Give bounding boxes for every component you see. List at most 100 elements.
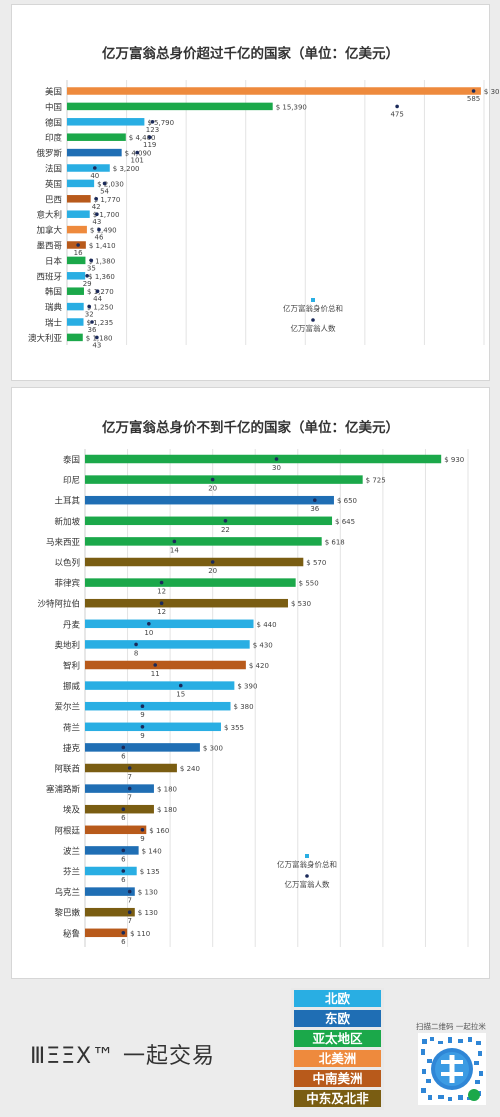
qr-code-icon[interactable] (418, 1033, 486, 1105)
value-label: $ 645 (335, 518, 355, 526)
value-bar (67, 118, 145, 126)
count-marker (140, 725, 145, 729)
value-bar (67, 256, 86, 265)
count-label: 40 (90, 172, 99, 180)
count-label: 15 (176, 691, 185, 699)
category-label: 丹麦 (63, 619, 81, 630)
category-label: 阿联酋 (54, 764, 80, 775)
value-bar (67, 87, 481, 95)
legend-marker-count (311, 318, 315, 322)
category-label: 澳大利亚 (28, 333, 63, 344)
count-marker (159, 580, 164, 585)
legend-marker-sum (311, 298, 315, 302)
value-label: $ 1,235 (87, 319, 114, 327)
category-label: 俄罗斯 (36, 148, 62, 159)
count-label: 9 (140, 835, 144, 843)
count-label: 46 (95, 234, 104, 242)
count-marker (121, 848, 126, 853)
value-label: $ 1,270 (87, 288, 114, 296)
category-label: 捷克 (63, 743, 81, 754)
count-marker (127, 766, 132, 770)
category-label: 以色列 (54, 558, 80, 569)
count-marker (395, 104, 399, 109)
value-bar (67, 179, 95, 188)
count-marker (471, 89, 476, 93)
count-label: 8 (134, 649, 138, 657)
value-label: $ 570 (306, 559, 326, 567)
category-label: 沙特阿拉伯 (37, 599, 80, 610)
count-label: 36 (310, 505, 319, 513)
count-label: 101 (131, 157, 144, 165)
count-marker (93, 166, 97, 170)
value-label: $ 2,030 (97, 180, 124, 188)
value-label: $ 618 (325, 538, 345, 546)
value-label: $ 650 (337, 497, 357, 505)
count-marker (121, 807, 126, 811)
count-marker (135, 150, 139, 155)
count-marker (127, 786, 132, 791)
legend-item-north-europe: 北欧 (294, 990, 381, 1007)
count-marker (210, 560, 215, 564)
value-bar (85, 887, 135, 896)
category-label: 黎巴嫩 (54, 908, 80, 919)
value-label: $ 15,390 (276, 103, 307, 111)
category-label: 瑞士 (45, 318, 63, 329)
count-marker (140, 828, 145, 832)
count-label: 6 (121, 752, 126, 760)
category-label: 乌克兰 (54, 887, 80, 898)
category-label: 印尼 (63, 475, 80, 486)
value-label: $ 440 (257, 621, 277, 629)
value-bar (67, 102, 273, 111)
value-bar (85, 866, 137, 876)
legend-label-sum: 亿万富翁身价总和 (277, 859, 337, 869)
count-marker (153, 663, 158, 667)
legend-label-sum: 亿万富翁身价总和 (283, 303, 343, 313)
count-label: 9 (140, 711, 144, 719)
legend-item-asia-pacific: 亚太地区 (294, 1030, 381, 1047)
value-bar (85, 475, 363, 484)
value-bar (85, 907, 135, 917)
value-label: $ 420 (249, 662, 269, 670)
value-label: $ 130 (138, 889, 158, 897)
value-bar (85, 784, 154, 793)
count-label: 475 (390, 110, 403, 118)
count-marker (95, 335, 99, 340)
value-bar (85, 598, 288, 608)
count-label: 14 (170, 546, 179, 554)
legend-label-count: 亿万富翁人数 (291, 323, 336, 333)
value-bar (85, 928, 128, 938)
chart-svg-bottom: 泰国 $ 930 30 印尼 $ 725 20 土耳其 $ 650 36 新加坡 $ 645 22 马来… (37, 449, 469, 947)
value-label: $ 135 (140, 868, 160, 876)
category-label: 中国 (45, 102, 62, 113)
value-bar (85, 454, 442, 464)
count-marker (127, 889, 132, 894)
value-bar (67, 133, 126, 141)
value-bar (67, 333, 83, 342)
value-label: $ 725 (366, 477, 386, 485)
chart-panel-top: 亿万富翁总身价超过千亿的国家（单位：亿美元） (11, 4, 490, 381)
value-label: $ 1,180 (86, 334, 113, 342)
value-label: $ 390 (237, 683, 257, 691)
count-marker (121, 745, 126, 750)
count-marker (147, 135, 152, 139)
value-bar (67, 210, 90, 218)
value-label: $ 430 (253, 641, 273, 649)
value-label: $ 300 (203, 744, 223, 752)
count-marker (95, 289, 100, 294)
category-label: 土耳其 (54, 496, 80, 507)
value-label: $ 180 (157, 786, 177, 794)
legend-item-east-europe: 东欧 (294, 1010, 381, 1027)
category-label: 荷兰 (63, 722, 80, 733)
category-label: 西班牙 (36, 271, 62, 282)
category-label: 印度 (45, 133, 63, 144)
value-bar (85, 578, 296, 587)
category-label: 巴西 (45, 195, 62, 205)
count-label: 16 (74, 249, 83, 257)
count-label: 7 (127, 917, 131, 925)
value-bar (85, 660, 246, 670)
category-label: 英国 (45, 179, 62, 190)
category-label: 奥地利 (54, 640, 80, 651)
value-label: $ 1,700 (93, 211, 120, 219)
value-label: $ 130 (138, 909, 158, 917)
value-bar (67, 195, 91, 203)
